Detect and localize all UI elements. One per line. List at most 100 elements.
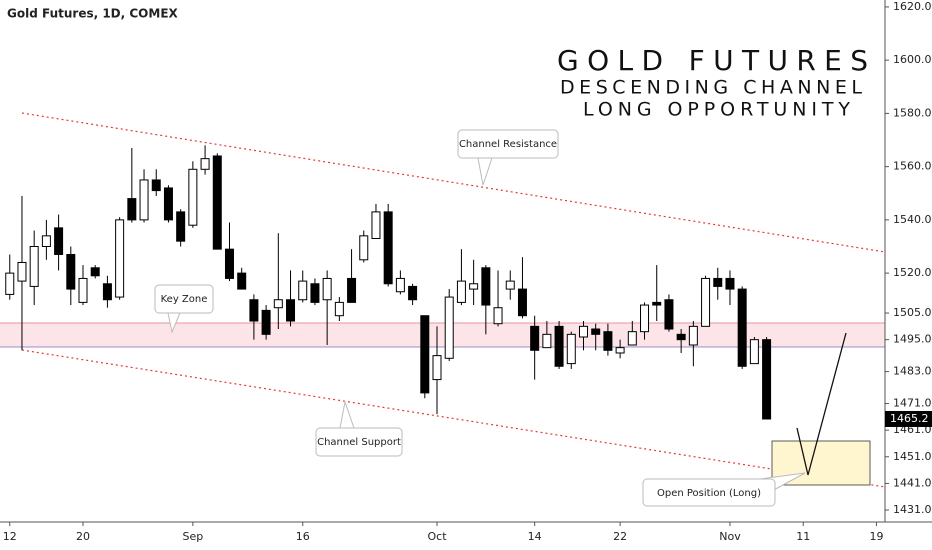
callout-box <box>642 478 776 507</box>
callout: Open Position (Long) <box>642 472 806 507</box>
callout-box <box>315 427 403 457</box>
candle-body <box>408 285 418 301</box>
x-tick-label: 11 <box>796 530 810 543</box>
candle-body <box>371 211 381 240</box>
candle-body <box>41 235 51 247</box>
callout-pointer <box>477 157 493 186</box>
candle-body <box>29 245 39 287</box>
candle-body <box>713 277 723 287</box>
candle-body <box>554 325 564 367</box>
candle-body <box>359 235 369 261</box>
candle-body <box>176 211 186 242</box>
y-tick-label: 1580.0 <box>893 106 932 119</box>
channel-support <box>21 349 886 488</box>
callout-pointer <box>339 400 355 429</box>
x-tick-label: 22 <box>613 530 627 543</box>
y-tick-label: 1441.0 <box>893 476 932 489</box>
candle-body <box>5 272 15 295</box>
callout: Channel Resistance <box>457 129 559 186</box>
candle-body <box>517 288 527 317</box>
callout-box <box>457 129 559 159</box>
candle-body <box>151 179 161 192</box>
callout: Channel Support <box>315 400 403 457</box>
candle-body <box>688 325 698 346</box>
candle-body <box>188 168 198 226</box>
candle-body <box>542 333 552 349</box>
x-tick-label: 19 <box>869 530 883 543</box>
x-tick-label: 12 <box>3 530 17 543</box>
candle-body <box>505 280 515 290</box>
y-tick-label: 1483.0 <box>893 365 932 378</box>
callout-text: Key Zone <box>161 294 208 305</box>
y-tick-label: 1431.0 <box>893 503 932 516</box>
candle-body <box>383 211 393 285</box>
y-tick-label: 1620.0 <box>893 0 932 13</box>
x-tick-label: 16 <box>296 530 310 543</box>
candle-body <box>139 179 149 221</box>
candle-body <box>334 301 344 317</box>
candle-body <box>322 277 332 301</box>
candle-body <box>90 267 100 277</box>
candle-body <box>432 355 442 381</box>
candle-body <box>737 288 747 367</box>
candle-body <box>749 339 759 365</box>
candle-body <box>78 277 88 303</box>
candle-body <box>249 299 259 322</box>
candle-body <box>615 347 625 354</box>
y-tick-label: 1540.0 <box>893 213 932 226</box>
x-tick-label: 20 <box>76 530 90 543</box>
y-tick-label: 1451.0 <box>893 450 932 463</box>
candle-body <box>725 277 735 290</box>
projection-path <box>796 332 847 476</box>
candle-body <box>310 283 320 303</box>
candle-body <box>102 283 112 301</box>
candle-body <box>66 253 76 290</box>
candle-body <box>347 277 357 303</box>
y-tick-label: 1520.0 <box>893 266 932 279</box>
candle-body <box>163 187 173 221</box>
candle-body <box>115 219 125 298</box>
candle-body <box>469 283 479 290</box>
candle-body <box>212 155 222 250</box>
callout-text: Open Position (Long) <box>657 488 761 499</box>
callout-text: Channel Resistance <box>459 139 557 150</box>
candle-body <box>237 272 247 290</box>
candle-body <box>456 280 466 303</box>
candle-body <box>652 301 662 306</box>
last-price-tag <box>885 410 932 427</box>
x-tick-label: 14 <box>528 530 542 543</box>
candle-body <box>17 261 27 282</box>
key-zone <box>0 323 885 347</box>
candle-body <box>286 299 296 322</box>
callout-text: Channel Support <box>317 437 401 448</box>
y-tick-label: 1505.0 <box>893 306 932 319</box>
candle-body <box>493 307 503 325</box>
candle-body <box>298 280 308 301</box>
candle-body <box>273 299 283 309</box>
x-tick-label: Oct <box>427 530 447 543</box>
callout: Key Zone <box>154 284 214 334</box>
candle-body <box>664 299 674 330</box>
callout-pointer <box>167 312 181 334</box>
candle-body <box>762 339 772 420</box>
y-tick-label: 1600.0 <box>893 53 932 66</box>
candle-body <box>603 331 613 351</box>
candles <box>5 145 772 420</box>
candle-body <box>261 309 271 335</box>
x-tick-label: Nov <box>719 530 741 543</box>
y-tick-label: 1495.0 <box>893 333 932 346</box>
candle-body <box>444 296 454 359</box>
candle-body <box>54 227 64 255</box>
candle-body <box>127 198 137 221</box>
candle-body <box>530 325 540 351</box>
callout-box <box>154 284 214 314</box>
candle-body <box>701 277 711 327</box>
header: Gold Futures, 1D, COMEX <box>7 7 179 21</box>
last-price-label: 1465.2 <box>890 412 929 425</box>
candle-body <box>578 325 588 338</box>
y-tick-label: 1471.0 <box>893 397 932 410</box>
candle-body <box>627 331 637 346</box>
candle-body <box>591 328 601 335</box>
candle-body <box>676 333 686 341</box>
